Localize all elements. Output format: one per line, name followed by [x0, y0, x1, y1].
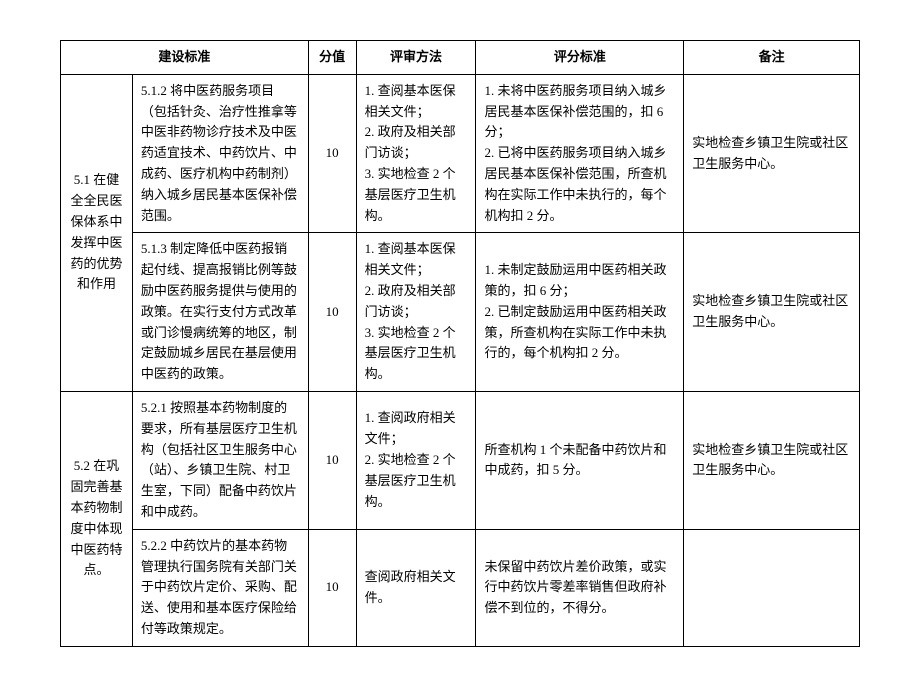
- criteria-cell: 1. 未制定鼓励运用中医药相关政策的，扣 6 分； 2. 已制定鼓励运用中医药相…: [476, 233, 684, 392]
- standard-cell: 5.1.2 将中医药服务项目（包括针灸、治疗性推拿等中医非药物诊疗技术及中医药适…: [132, 74, 308, 233]
- method-cell: 1. 查阅基本医保相关文件； 2. 政府及相关部门访谈； 3. 实地检查 2 个…: [356, 233, 476, 392]
- criteria-cell: 所查机构 1 个未配备中药饮片和中成药，扣 5 分。: [476, 391, 684, 529]
- table-row: 5.2.2 中药饮片的基本药物管理执行国务院有关部门关于中药饮片定价、采购、配送…: [61, 529, 860, 646]
- method-cell: 查阅政府相关文件。: [356, 529, 476, 646]
- score-cell: 10: [308, 74, 356, 233]
- standard-cell: 5.1.3 制定降低中医药报销起付线、提高报销比例等鼓励中医药服务提供与使用的政…: [132, 233, 308, 392]
- table-body: 5.1 在健全全民医保体系中发挥中医药的优势和作用5.1.2 将中医药服务项目（…: [61, 74, 860, 646]
- header-score: 分值: [308, 41, 356, 75]
- criteria-cell: 1. 未将中医药服务项目纳入城乡居民基本医保补偿范围的，扣 6 分； 2. 已将…: [476, 74, 684, 233]
- note-cell: 实地检查乡镇卫生院或社区卫生服务中心。: [684, 233, 860, 392]
- header-method: 评审方法: [356, 41, 476, 75]
- header-criteria: 评分标准: [476, 41, 684, 75]
- score-cell: 10: [308, 233, 356, 392]
- header-row: 建设标准 分值 评审方法 评分标准 备注: [61, 41, 860, 75]
- standard-cell: 5.2.2 中药饮片的基本药物管理执行国务院有关部门关于中药饮片定价、采购、配送…: [132, 529, 308, 646]
- table-row: 5.2 在巩固完善基本药物制度中体现中医药特点。5.2.1 按照基本药物制度的要…: [61, 391, 860, 529]
- header-standard: 建设标准: [61, 41, 309, 75]
- note-cell: 实地检查乡镇卫生院或社区卫生服务中心。: [684, 391, 860, 529]
- table-row: 5.1 在健全全民医保体系中发挥中医药的优势和作用5.1.2 将中医药服务项目（…: [61, 74, 860, 233]
- method-cell: 1. 查阅基本医保相关文件； 2. 政府及相关部门访谈； 3. 实地检查 2 个…: [356, 74, 476, 233]
- criteria-cell: 未保留中药饮片差价政策，或实行中药饮片零差率销售但政府补偿不到位的，不得分。: [476, 529, 684, 646]
- standards-table: 建设标准 分值 评审方法 评分标准 备注 5.1 在健全全民医保体系中发挥中医药…: [60, 40, 860, 647]
- score-cell: 10: [308, 529, 356, 646]
- table-row: 5.1.3 制定降低中医药报销起付线、提高报销比例等鼓励中医药服务提供与使用的政…: [61, 233, 860, 392]
- note-cell: [684, 529, 860, 646]
- score-cell: 10: [308, 391, 356, 529]
- method-cell: 1. 查阅政府相关文件； 2. 实地检查 2 个基层医疗卫生机构。: [356, 391, 476, 529]
- category-cell: 5.1 在健全全民医保体系中发挥中医药的优势和作用: [61, 74, 133, 391]
- category-cell: 5.2 在巩固完善基本药物制度中体现中医药特点。: [61, 391, 133, 646]
- header-note: 备注: [684, 41, 860, 75]
- standard-cell: 5.2.1 按照基本药物制度的要求，所有基层医疗卫生机构（包括社区卫生服务中心（…: [132, 391, 308, 529]
- note-cell: 实地检查乡镇卫生院或社区卫生服务中心。: [684, 74, 860, 233]
